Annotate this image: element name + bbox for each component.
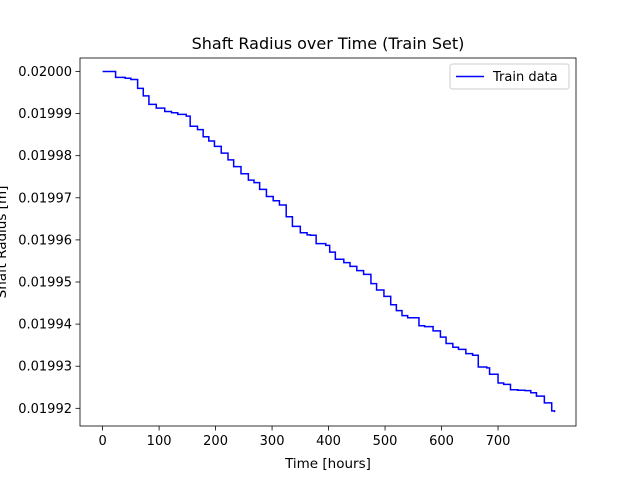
y-tick-label: 0.01992 — [18, 402, 72, 417]
legend: Train data — [449, 63, 570, 90]
y-tick-label: 0.02000 — [18, 65, 72, 80]
y-tick-label: 0.01998 — [18, 149, 72, 164]
plot-area: 0 100 200 300 400 500 600 700 0.01992 0.01993 0.01… — [18, 57, 577, 449]
x-tick-label: 200 — [203, 434, 228, 449]
x-tick-label: 600 — [429, 434, 454, 449]
x-tick-label: 300 — [260, 434, 285, 449]
legend-box — [449, 63, 570, 90]
y-tick-label: 0.01997 — [18, 191, 72, 206]
y-axis-label: Shaft Radius [m] — [0, 186, 10, 299]
x-axis-label: Time [hours] — [284, 456, 371, 472]
chart-title: Shaft Radius over Time (Train Set) — [192, 34, 465, 53]
series-line-0 — [102, 70, 556, 413]
x-tick-label: 700 — [486, 434, 511, 449]
legend-label: Train data — [492, 70, 558, 85]
y-tick-label: 0.01993 — [18, 360, 72, 375]
y-tick-label: 0.01994 — [18, 318, 72, 333]
x-tick-label: 0 — [98, 434, 106, 449]
y-tick-label: 0.01999 — [18, 107, 72, 122]
y-tick-label: 0.01996 — [18, 233, 72, 248]
x-tick-label: 100 — [147, 434, 172, 449]
axes-frame — [79, 57, 577, 427]
x-tick-label: 400 — [316, 434, 341, 449]
x-tick-label: 500 — [373, 434, 398, 449]
y-tick-label: 0.01995 — [18, 276, 72, 291]
